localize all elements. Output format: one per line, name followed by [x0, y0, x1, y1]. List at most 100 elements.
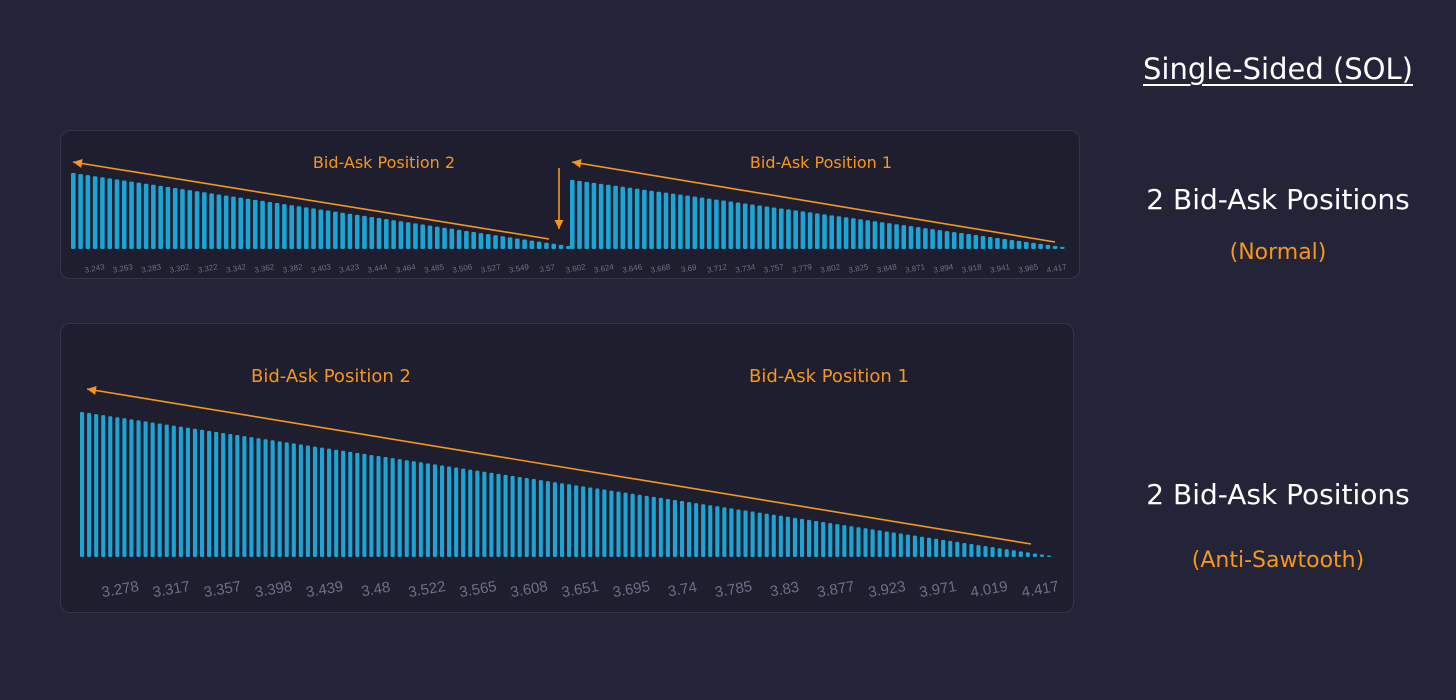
- position-1-bar: [1038, 243, 1043, 249]
- distribution-bar: [1047, 555, 1052, 557]
- position-1-bar: [858, 219, 863, 249]
- position-1-bar: [771, 207, 777, 249]
- position-1-bar: [829, 215, 835, 249]
- price-tick-label: 3.918: [961, 262, 983, 274]
- distribution-bar: [644, 495, 649, 557]
- distribution-bar: [976, 545, 981, 557]
- price-tick-label: 3.83: [769, 579, 801, 601]
- position-1-bar: [714, 199, 719, 249]
- distribution-bar: [291, 443, 296, 557]
- distribution-bar: [334, 449, 339, 557]
- position-1-bar: [706, 198, 712, 249]
- heading-title: Single-Sided (SOL): [1143, 52, 1413, 86]
- position-2-bar: [551, 243, 557, 249]
- position-2-bar: [347, 213, 353, 249]
- distribution-bar: [185, 427, 190, 557]
- position-2-bar: [85, 175, 91, 249]
- price-tick-label: 3.848: [876, 262, 898, 274]
- distribution-bar: [694, 503, 699, 557]
- distribution-bar: [319, 447, 325, 557]
- price-tick-label: 3.965: [1018, 262, 1040, 274]
- distribution-bar: [1039, 554, 1045, 557]
- position-2-bar: [107, 178, 112, 249]
- position-1-bar: [742, 203, 748, 249]
- position-2-bar: [223, 195, 229, 249]
- position-1-bar: [800, 211, 806, 249]
- price-tick-label: 3.651: [560, 578, 600, 601]
- distribution-bar: [418, 462, 423, 557]
- distribution-bar: [228, 434, 233, 557]
- distribution-bar: [807, 519, 812, 557]
- position-1-bar: [815, 213, 820, 249]
- distribution-bar: [948, 540, 953, 557]
- price-tick-label: 3.923: [867, 578, 907, 601]
- distribution-bar: [842, 525, 847, 557]
- distribution-bar: [835, 524, 840, 557]
- distribution-bar: [362, 453, 367, 557]
- position-1-bar: [879, 222, 885, 249]
- position-1-bar: [901, 225, 907, 249]
- distribution-bar: [934, 538, 939, 557]
- position-2-bar: [121, 180, 127, 249]
- position-1-bar: [634, 188, 640, 249]
- position-1-bar: [570, 179, 575, 249]
- distribution-bar: [701, 504, 706, 557]
- price-tick-label: 3.322: [197, 262, 219, 274]
- position-2-bar: [420, 224, 426, 249]
- position-1-bar: [980, 236, 986, 249]
- distribution-bar: [171, 425, 176, 557]
- distribution-bar: [863, 528, 868, 557]
- position-1-bar: [937, 230, 943, 249]
- distribution-bar: [178, 426, 183, 557]
- price-tick-label: 3.69: [680, 263, 697, 275]
- position-1-bar: [915, 227, 921, 249]
- price-tick-label: 3.263: [112, 262, 134, 274]
- position-2-bar: [566, 245, 571, 249]
- position-2-bar: [114, 179, 120, 249]
- position-1-bar: [836, 216, 842, 249]
- distribution-bar: [164, 424, 169, 557]
- distribution-bar: [856, 527, 861, 557]
- distribution-bar: [207, 430, 212, 557]
- price-tick-label: 3.668: [650, 262, 672, 274]
- position-2-bar: [303, 207, 309, 249]
- distribution-bar: [814, 520, 819, 557]
- position-2-label: Bid-Ask Position 2: [313, 153, 455, 172]
- distribution-bar: [828, 523, 833, 557]
- position-2-bar: [289, 205, 294, 249]
- position-2-bar: [449, 228, 455, 249]
- position-2-bar: [376, 218, 382, 249]
- position-2-bar: [158, 185, 163, 249]
- position-1-bar: [923, 228, 928, 249]
- distribution-bar: [870, 529, 875, 557]
- distribution-bar: [1032, 553, 1037, 557]
- price-tick-label: 3.624: [593, 262, 615, 274]
- position-1-bar: [872, 221, 878, 249]
- distribution-bar: [425, 463, 430, 557]
- distribution-bar: [411, 461, 416, 557]
- price-tick-label: 3.971: [918, 578, 958, 601]
- distribution-bar: [115, 417, 120, 557]
- position-1-bar: [663, 192, 669, 249]
- position-2-bar: [245, 198, 251, 249]
- gap-marker-arrow-head: [554, 220, 564, 229]
- position-2-bar: [500, 236, 506, 249]
- position-2-bar: [260, 200, 265, 249]
- position-2-bar: [536, 241, 542, 249]
- position-1-bar: [786, 209, 791, 249]
- position-1-bar: [951, 232, 957, 249]
- price-tick-label: 3.779: [791, 262, 813, 274]
- position-2-bar: [194, 191, 200, 249]
- position-2-bar: [478, 233, 484, 249]
- distribution-bar: [891, 532, 896, 557]
- position-2-bar: [151, 184, 156, 249]
- distribution-bar: [884, 531, 889, 557]
- distribution-bar: [665, 498, 670, 557]
- distribution-bar: [898, 533, 903, 557]
- position-1-bar: [944, 231, 950, 249]
- distribution-bar: [369, 454, 374, 557]
- anti-sawtooth-positions-label: 2 Bid-Ask Positions: [1146, 478, 1410, 511]
- position-2-bar: [274, 203, 280, 249]
- position-1-bar: [930, 229, 935, 249]
- position-2-bar: [165, 186, 171, 249]
